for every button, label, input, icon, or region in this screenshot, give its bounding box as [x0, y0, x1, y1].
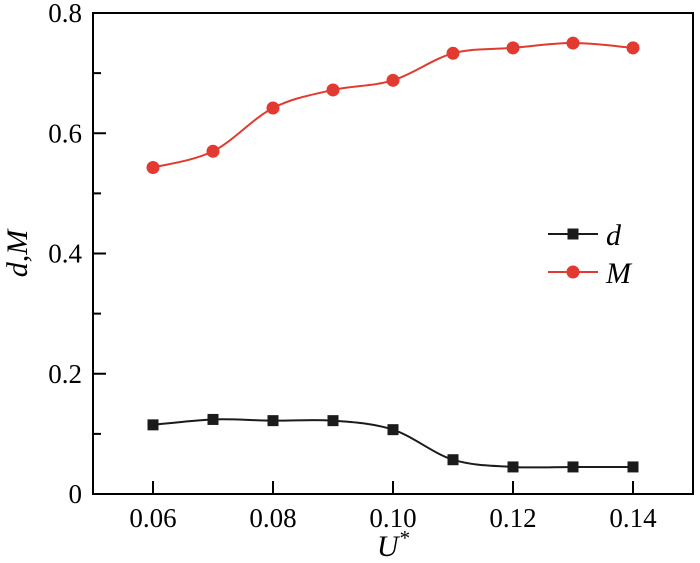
legend-label-M: M [605, 257, 633, 290]
marker-M [386, 73, 400, 87]
legend-item-M: M [548, 257, 633, 290]
x-tick-label: 0.14 [609, 503, 657, 533]
marker-d [207, 413, 219, 425]
marker-d [567, 461, 579, 473]
x-tick-label: 0.12 [489, 503, 536, 533]
marker-M [506, 41, 520, 55]
marker-d [447, 454, 459, 466]
marker-d [387, 424, 399, 436]
marker-d [627, 461, 639, 473]
x-axis-label: U* [377, 526, 410, 563]
x-tick-label: 0.06 [129, 503, 176, 533]
legend-item-d: d [548, 219, 622, 252]
marker-M [206, 144, 220, 158]
marker-d [147, 419, 159, 431]
y-tick-label: 0.4 [48, 239, 82, 269]
y-tick-label: 0.2 [48, 359, 82, 389]
series-M [146, 36, 640, 175]
legend-marker-square-icon [567, 228, 579, 240]
marker-M [266, 101, 280, 115]
marker-d [267, 415, 279, 427]
marker-d [507, 461, 519, 473]
marker-M [326, 83, 340, 97]
marker-M [566, 36, 580, 50]
x-tick-label: 0.08 [249, 503, 296, 533]
plot-area-border [92, 12, 694, 495]
series-d [147, 413, 639, 473]
y-tick-label: 0.6 [48, 118, 82, 148]
legend-marker-circle-icon [566, 265, 580, 279]
marker-d [327, 415, 339, 427]
y-tick-label: 0 [69, 479, 83, 509]
marker-M [626, 41, 640, 55]
marker-M [446, 46, 460, 60]
y-axis-label: d,M [1, 228, 34, 278]
legend: dM [548, 219, 633, 290]
series-line-M [152, 42, 634, 169]
marker-M [146, 161, 160, 175]
legend-label-d: d [606, 219, 622, 252]
y-tick-label: 0.8 [48, 0, 82, 28]
x-tick-label: 0.10 [369, 503, 416, 533]
